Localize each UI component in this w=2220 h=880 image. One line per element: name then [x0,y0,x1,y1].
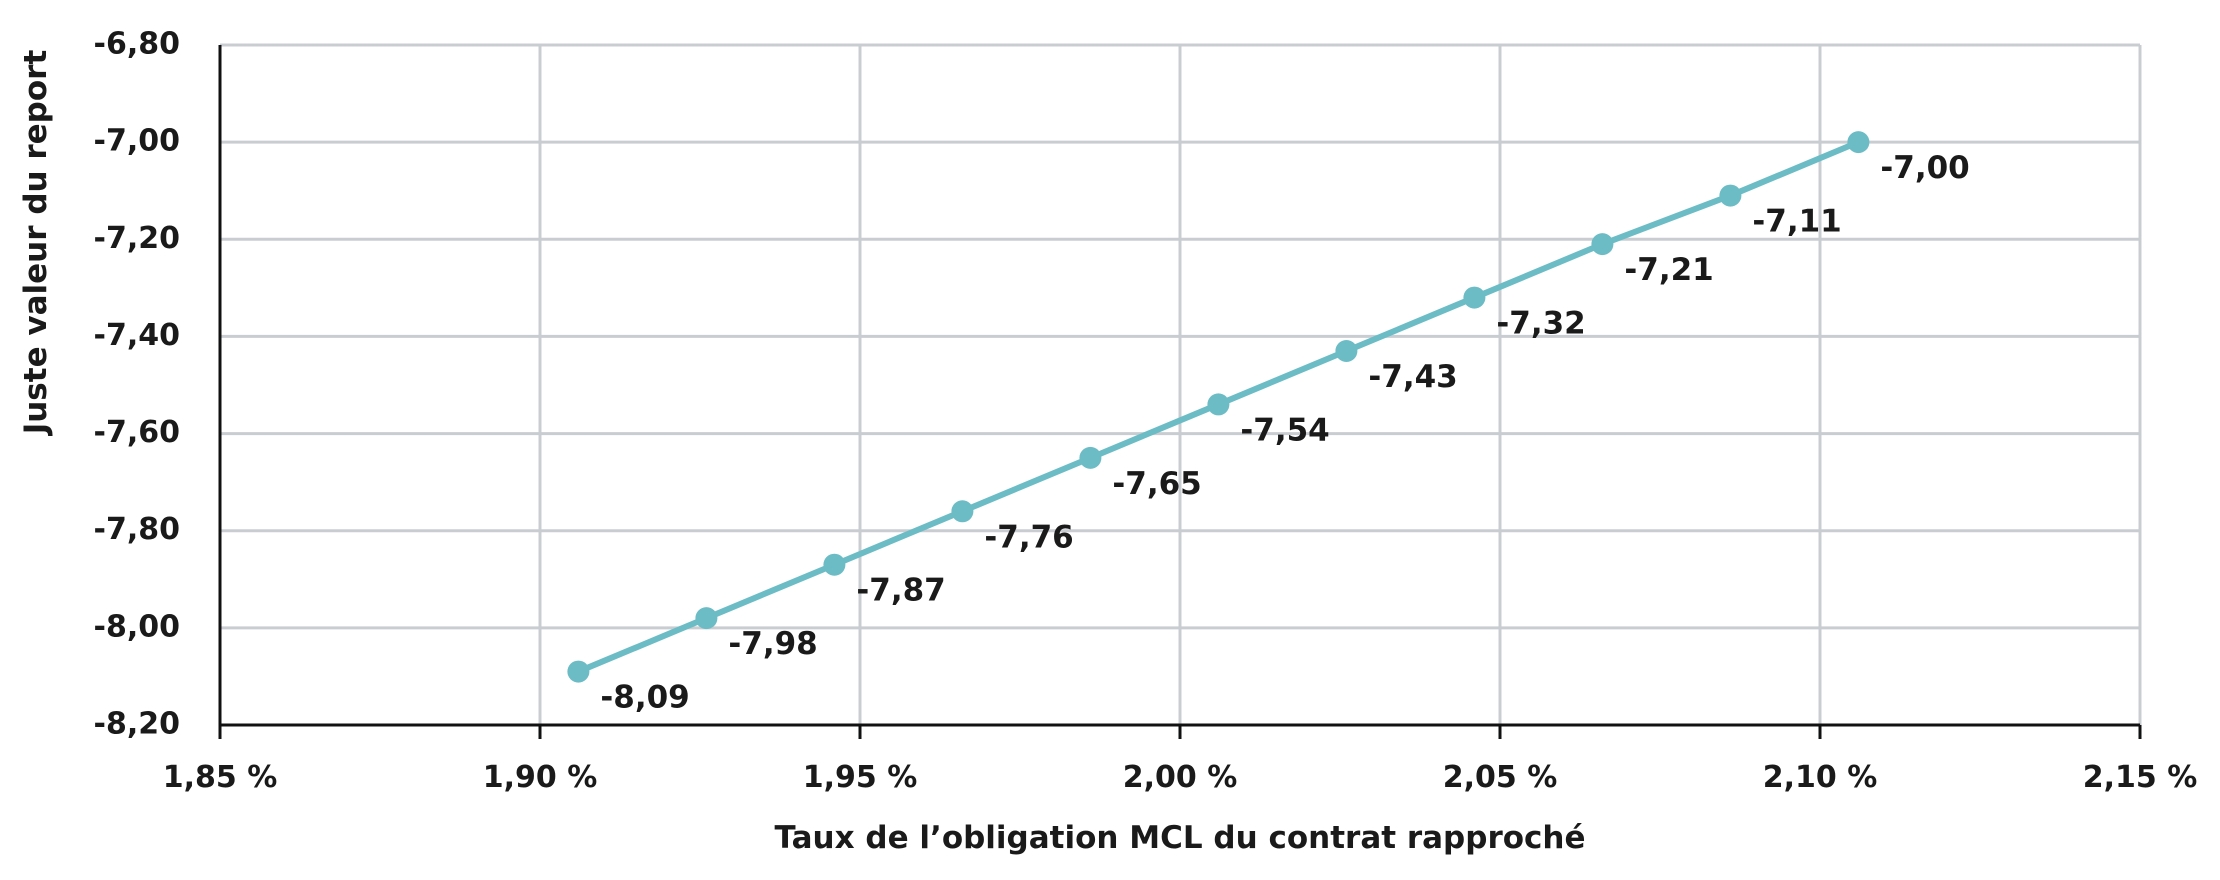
data-point [823,553,846,576]
data-label: -7,43 [1368,359,1457,395]
x-tick-label: 2,10 % [1763,760,1878,795]
y-tick-label: -7,40 [94,318,180,353]
data-label: -7,65 [1112,466,1201,502]
y-tick-label: -8,00 [94,609,180,644]
data-point [1719,184,1742,207]
x-tick-label: 1,95 % [803,760,918,795]
data-label: -7,00 [1880,150,1969,186]
series [567,131,1870,683]
data-point [1463,286,1486,309]
data-label: -7,21 [1624,252,1713,288]
tick-labels: -6,80 -7,00 -7,20 -7,40 -7,60 -7,80 -8,00 -8,20… [94,27,2198,796]
data-label: -7,76 [984,519,1073,555]
data-label: -7,32 [1496,306,1585,342]
data-label: -7,98 [728,626,817,662]
y-tick-label: -6,80 [94,27,180,62]
y-tick-label: -8,20 [94,707,180,742]
data-point [1591,233,1614,256]
axes [218,45,2142,739]
data-point [1847,131,1870,154]
data-point [1079,446,1102,469]
y-tick-label: -7,60 [94,415,180,450]
data-label: -8,09 [600,680,689,716]
x-tick-label: 2,05 % [1443,760,1558,795]
data-point [695,607,718,630]
data-label: -7,87 [856,573,945,609]
x-tick-label: 2,00 % [1123,760,1238,795]
data-point [1335,340,1358,362]
data-point [567,660,590,683]
y-axis-title: Juste valeur du report [18,50,54,437]
y-tick-label: -7,20 [94,221,180,256]
x-tick-label: 2,15 % [2083,760,2198,795]
data-label: -7,54 [1240,412,1329,448]
data-point [951,500,974,523]
x-tick-label: 1,85 % [163,760,278,795]
y-tick-label: -7,00 [94,124,180,159]
data-label: -7,11 [1752,204,1841,240]
x-axis-title: Taux de l’obligation MCL du contrat rapp… [774,820,1585,856]
data-labels: -8,09 -7,98 -7,87 -7,76 -7,65 -7,54 -7,43 -7,32… [600,150,1969,715]
y-tick-label: -7,80 [94,512,180,547]
data-point [1207,393,1230,416]
x-tick-label: 1,90 % [483,760,598,795]
